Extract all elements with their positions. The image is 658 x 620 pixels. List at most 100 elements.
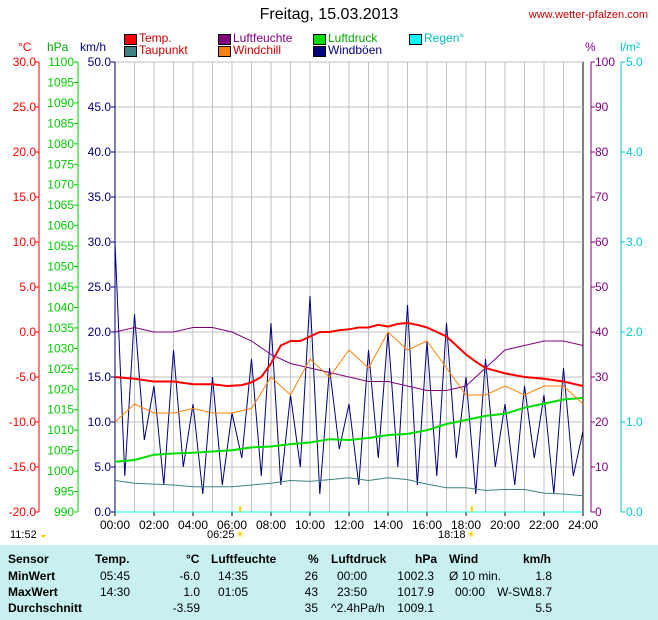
stats-max-temp-time: 14:30: [100, 585, 131, 599]
humidity-axis-tick-label: 80: [595, 145, 609, 159]
humidity-unit-label: %: [585, 40, 596, 54]
sunrise-time: 06:25: [207, 529, 235, 541]
x-axis-tick-label: 08:00: [256, 518, 286, 532]
legend-swatch-rain: [409, 34, 422, 45]
stats-min-press-value: 1002.3: [397, 569, 434, 583]
legend-swatch-humidity: [218, 34, 231, 45]
sunset-time: 18:18: [438, 529, 466, 541]
pressure-axis-tick-label: 1010: [47, 423, 74, 437]
temp-axis-tick-label: -20.0: [9, 505, 37, 519]
stats-header-pressure-unit: hPa: [415, 552, 438, 566]
temp-axis-tick-label: -10.0: [9, 415, 37, 429]
legend-label-gusts: Windböen: [328, 43, 383, 57]
x-axis-tick-label: 00:00: [100, 518, 130, 532]
series-line-luftfeuchte: [114, 326, 584, 391]
humidity-axis-tick-label: 90: [595, 100, 609, 114]
temp-axis-tick-label: -15.0: [9, 460, 37, 474]
humidity-axis-tick-label: 30: [595, 370, 609, 384]
legend-swatch-gusts: [313, 46, 326, 57]
pressure-axis-tick-label: 1000: [47, 464, 74, 478]
wind-axis-tick-label: 15.0: [88, 370, 112, 384]
temp-axis-tick-label: 25.0: [13, 100, 37, 114]
stats-min-hum-time: 14:35: [218, 569, 249, 583]
stats-header-sensor: Sensor: [8, 552, 49, 566]
rain-axis-tick-label: 3.0: [626, 235, 643, 249]
humidity-axis-tick-label: 40: [595, 325, 609, 339]
legend-swatch-dewpoint: [124, 46, 137, 57]
x-axis-tick-label: 16:00: [412, 518, 442, 532]
rain-axis-tick-label: 4.0: [626, 145, 643, 159]
pressure-axis-tick-label: 1005: [47, 444, 74, 458]
temp-axis-tick-label: 15.0: [13, 190, 37, 204]
rain-axis-tick-label: 0.0: [626, 505, 643, 519]
pressure-axis-tick-label: 1035: [47, 321, 74, 335]
x-axis-tick-label: 18:00: [451, 518, 481, 532]
temp-axis-tick-label: 10.0: [13, 235, 37, 249]
pressure-axis-tick-label: 1060: [47, 219, 74, 233]
stats-max-wind-time: 00:00: [455, 585, 486, 599]
stats-max-press-value: 1017.9: [397, 585, 434, 599]
temp-axis-tick-label: -5.0: [15, 370, 36, 384]
pressure-axis-tick-label: 1075: [47, 157, 74, 171]
series-line-temp: [114, 321, 584, 388]
stats-row-min-label: MinWert: [8, 569, 56, 583]
pressure-axis-tick-label: 990: [54, 505, 74, 519]
stats-min-wind-value: 1.8: [535, 569, 552, 583]
rain-axis-tick-label: 1.0: [626, 415, 643, 429]
stats-max-wind-direction: W-SW: [497, 585, 532, 599]
x-axis-tick-label: 04:00: [178, 518, 208, 532]
stats-header-wind-unit: km/h: [523, 552, 552, 566]
stats-min-press-time: 00:00: [337, 569, 368, 583]
sunset-icon: ☀: [466, 529, 476, 541]
stats-avg-press-value: 1009.1: [397, 601, 434, 615]
page-title: Freitag, 15.03.2013: [259, 6, 399, 23]
wind-axis-tick-label: 20.0: [88, 325, 112, 339]
legend-label-rain: Regen°: [424, 31, 465, 45]
pressure-axis-tick-label: 1020: [47, 382, 74, 396]
stats-max-temp-value: 1.0: [183, 585, 200, 599]
pressure-axis-tick-label: 1080: [47, 137, 74, 151]
humidity-axis-tick-label: 0: [595, 505, 602, 519]
legend-label-windchill: Windchill: [233, 43, 282, 57]
wind-unit-label: km/h: [80, 40, 107, 54]
pressure-axis-tick-label: 1095: [47, 75, 74, 89]
wind-axis-tick-label: 5.0: [94, 460, 111, 474]
x-axis-tick-label: 10:00: [295, 518, 325, 532]
pressure-axis-tick-label: 1085: [47, 116, 74, 130]
legend-swatch-pressure: [313, 34, 326, 45]
stats-row-max-label: MaxWert: [8, 585, 58, 599]
humidity-axis-tick-label: 20: [595, 415, 609, 429]
pressure-axis-tick-label: 1040: [47, 300, 74, 314]
stats-min-hum-value: 26: [304, 569, 318, 583]
x-axis-tick-label: 06:00: [217, 518, 247, 532]
humidity-axis-tick-label: 70: [595, 190, 609, 204]
temp-axis-tick-label: 5.0: [19, 280, 36, 294]
stats-row-avg-label: Durchschnitt: [8, 601, 83, 615]
pressure-axis-tick-label: 1065: [47, 198, 74, 212]
x-axis-tick-label: 20:00: [490, 518, 520, 532]
wind-axis-tick-label: 25.0: [88, 280, 112, 294]
humidity-axis-tick-label: 100: [595, 55, 615, 69]
legend-label-pressure: Luftdruck: [328, 31, 378, 45]
humidity-axis-tick-label: 60: [595, 235, 609, 249]
moon-icon: ◒: [40, 529, 47, 541]
wind-axis-tick-label: 40.0: [88, 145, 112, 159]
temp-axis-tick-label: 20.0: [13, 145, 37, 159]
pressure-axis-tick-label: 1070: [47, 178, 74, 192]
stats-header-humidity: Luftfeuchte: [211, 552, 277, 566]
temp-unit-label: °C: [18, 40, 32, 54]
pressure-axis-tick-label: 1015: [47, 403, 74, 417]
stats-max-wind-value: 18.7: [528, 585, 552, 599]
moon-time: 11:52: [10, 529, 37, 541]
wind-axis-tick-label: 50.0: [88, 55, 112, 69]
stats-max-hum-time: 01:05: [218, 585, 249, 599]
website-link[interactable]: www.wetter-pfalzen.com: [528, 9, 648, 21]
stats-min-temp-time: 05:45: [100, 569, 131, 583]
stats-table: Sensor Temp. °C Luftfeuchte % Luftdruck …: [0, 545, 658, 620]
x-axis-tick-label: 02:00: [139, 518, 169, 532]
stats-header-humidity-unit: %: [308, 552, 319, 566]
temp-axis-tick-label: 0.0: [19, 325, 36, 339]
stats-min-wind-label: Ø 10 min.: [449, 569, 502, 583]
legend-label-humidity: Luftfeuchte: [233, 31, 293, 45]
series-line-luftdruck: [114, 396, 584, 463]
